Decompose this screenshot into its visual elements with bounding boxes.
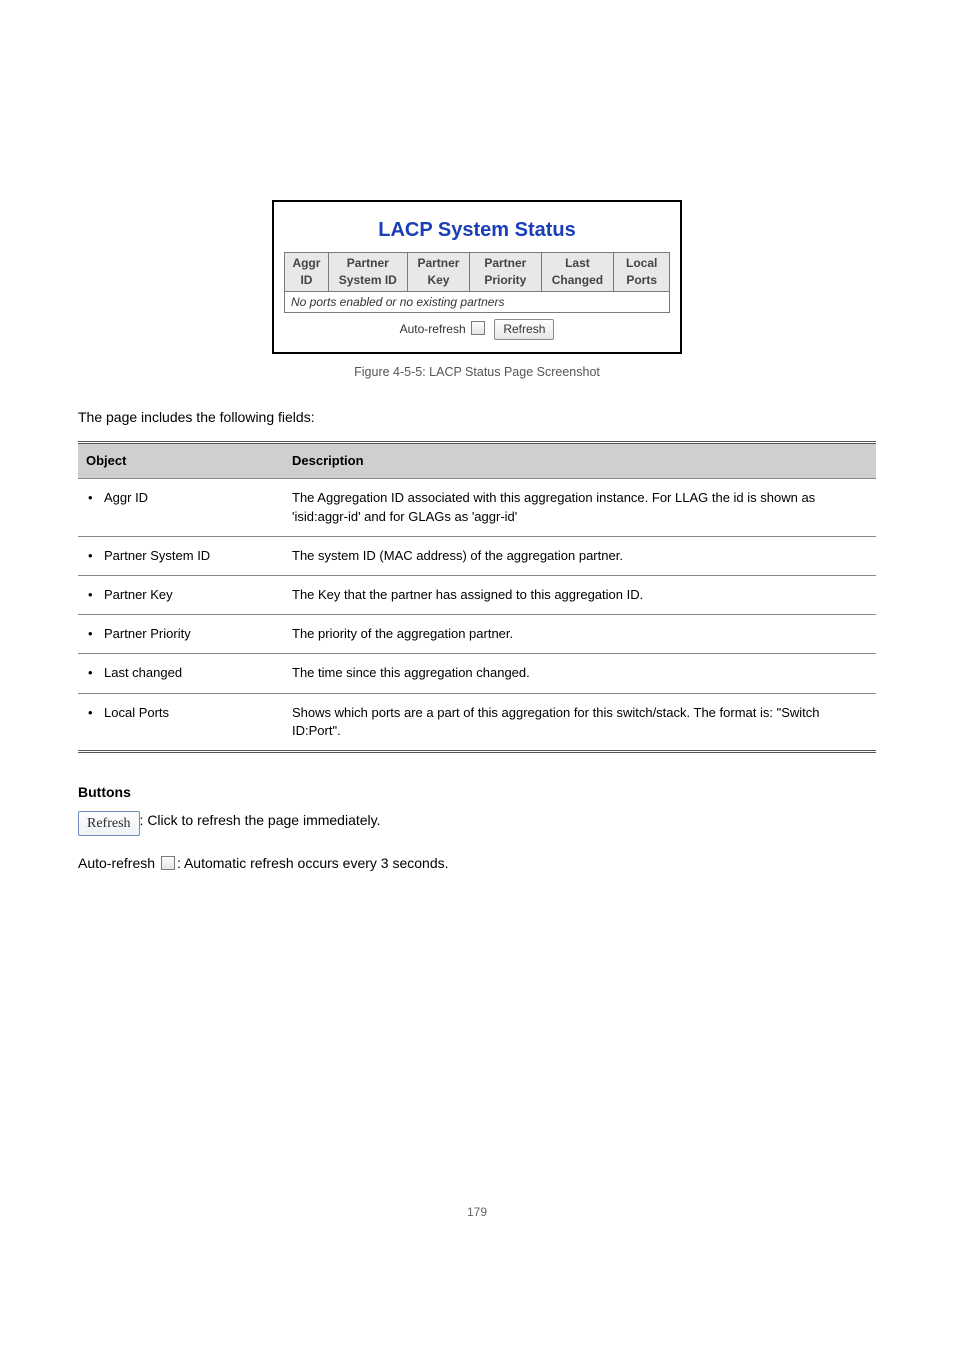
panel-title: LACP System Status [284,216,670,244]
head-description: Description [284,443,876,479]
buttons-heading: Buttons [78,783,876,803]
col-local-ports: Local Ports [614,253,670,292]
fields-row: Local Ports Shows which ports are a part… [78,693,876,751]
refresh-button-large[interactable]: Refresh [78,811,140,837]
fields-row: Partner Priority The priority of the agg… [78,615,876,654]
obj-partner-system-id: Partner System ID [86,547,276,565]
fields-table: Object Description Aggr ID The Aggregati… [78,441,876,753]
fields-row: Aggr ID The Aggregation ID associated wi… [78,479,876,536]
desc-partner-system-id: The system ID (MAC address) of the aggre… [284,536,876,575]
page-number: 179 [78,1204,876,1221]
desc-aggr-id: The Aggregation ID associated with this … [284,479,876,536]
obj-partner-key: Partner Key [86,586,276,604]
desc-partner-priority: The priority of the aggregation partner. [284,615,876,654]
auto-refresh-checkbox-inline[interactable] [161,856,175,870]
intro-text: The page includes the following fields: [78,408,876,428]
auto-refresh-checkbox[interactable] [471,321,485,335]
auto-refresh-description-line: Auto-refresh : Automatic refresh occurs … [78,854,876,874]
obj-local-ports: Local Ports [86,704,276,722]
obj-partner-priority: Partner Priority [86,625,276,643]
desc-local-ports: Shows which ports are a part of this agg… [284,693,876,751]
no-ports-message: No ports enabled or no existing partners [285,291,670,313]
auto-refresh-desc-text: : Automatic refresh occurs every 3 secon… [177,855,449,871]
col-last-changed: Last Changed [541,253,614,292]
obj-last-changed: Last changed [86,664,276,682]
auto-refresh-label: Auto-refresh [400,322,466,336]
figure-caption: Figure 4-5-5: LACP Status Page Screensho… [78,364,876,382]
desc-last-changed: The time since this aggregation changed. [284,654,876,693]
col-partner-system-id: Partner System ID [328,253,407,292]
desc-partner-key: The Key that the partner has assigned to… [284,576,876,615]
col-partner-key: Partner Key [407,253,469,292]
fields-row: Partner System ID The system ID (MAC add… [78,536,876,575]
refresh-desc-text: : Click to refresh the page immediately. [140,812,381,828]
fields-row: Last changed The time since this aggrega… [78,654,876,693]
table-row: No ports enabled or no existing partners [285,291,670,313]
controls-row: Auto-refresh Refresh [284,319,670,340]
obj-aggr-id: Aggr ID [86,489,276,507]
fields-header: Object Description [78,443,876,479]
lacp-status-panel: LACP System Status Aggr ID Partner Syste… [272,200,682,354]
refresh-button[interactable]: Refresh [494,319,554,340]
head-object: Object [78,443,284,479]
auto-refresh-text: Auto-refresh [78,855,155,871]
table-header-row: Aggr ID Partner System ID Partner Key Pa… [285,253,670,292]
col-partner-priority: Partner Priority [470,253,541,292]
fields-row: Partner Key The Key that the partner has… [78,576,876,615]
status-table: Aggr ID Partner System ID Partner Key Pa… [284,252,670,313]
col-aggr-id: Aggr ID [285,253,329,292]
refresh-description-line: Refresh: Click to refresh the page immed… [78,811,876,837]
